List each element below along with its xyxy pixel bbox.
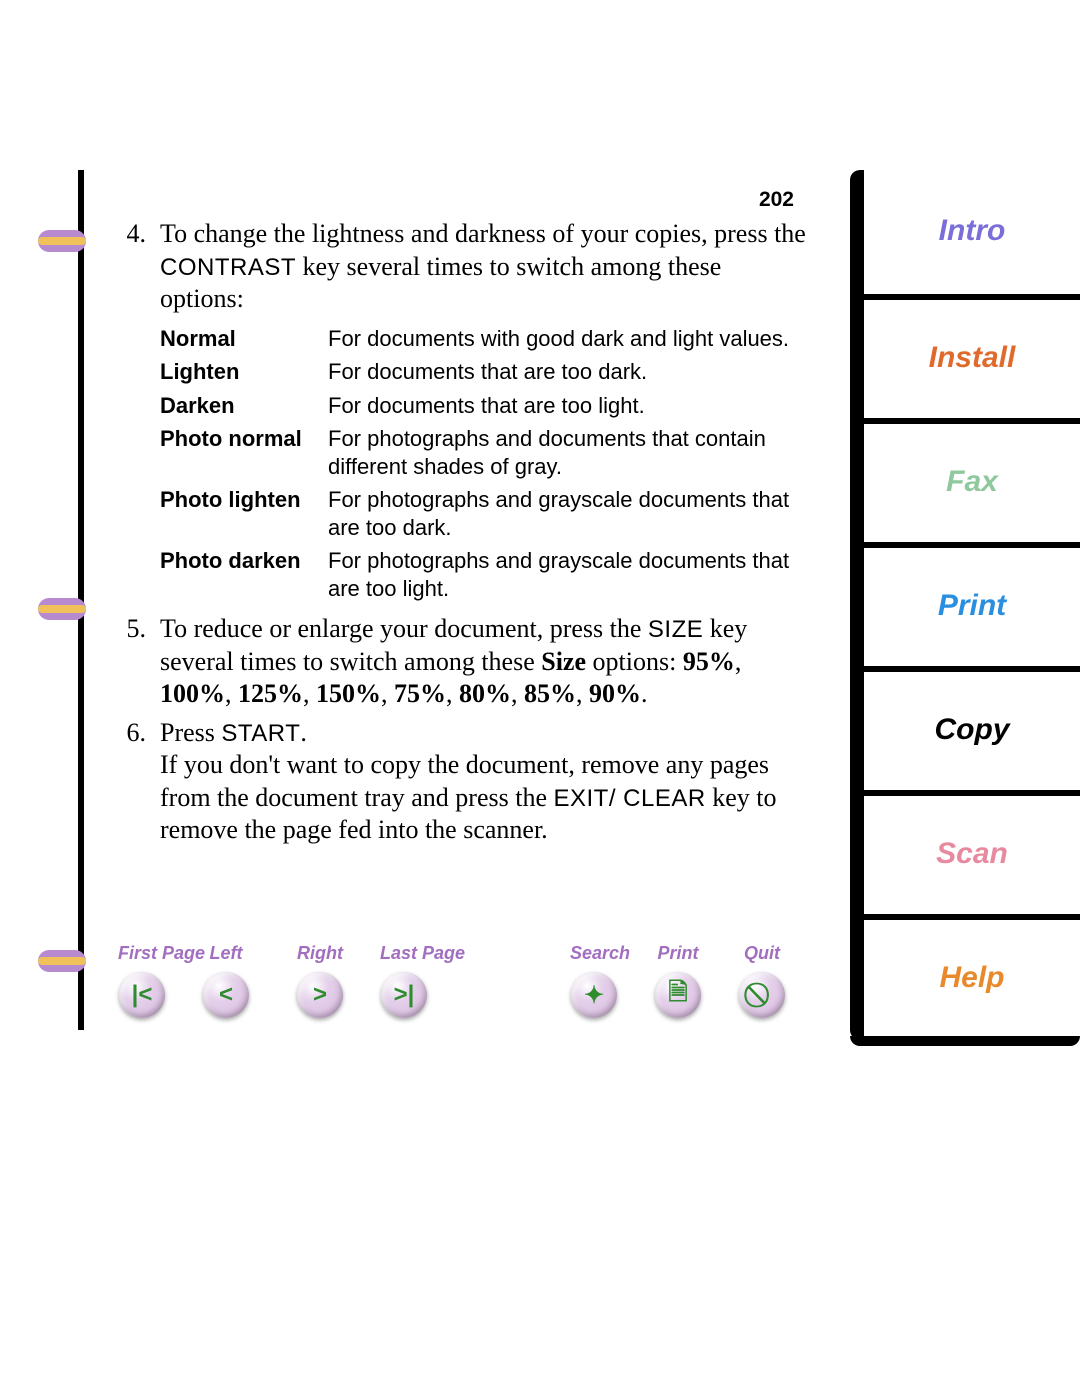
nav-search-button[interactable]: Search ✦ xyxy=(570,943,618,1018)
nav-group: Right > Last Page >| xyxy=(296,943,428,1018)
nav-button-label: Search xyxy=(570,943,618,964)
nav-button-label: Print xyxy=(654,943,702,964)
contrast-option-label: Photo normal xyxy=(160,422,328,483)
side-tab-intro[interactable]: Intro xyxy=(864,170,1080,292)
contrast-option-desc: For photographs and grayscale documents … xyxy=(328,544,800,605)
binder-ring xyxy=(38,950,86,972)
contrast-option-desc: For documents that are too dark. xyxy=(328,355,800,389)
contrast-option-row: DarkenFor documents that are too light. xyxy=(160,389,800,423)
contrast-option-row: Photo darkenFor photographs and grayscal… xyxy=(160,544,800,605)
page-content: 4. To change the lightness and darkness … xyxy=(100,218,806,853)
nav-left-button[interactable]: Left < xyxy=(202,943,250,1018)
contrast-option-row: Photo normalFor photographs and document… xyxy=(160,422,800,483)
contrast-option-label: Lighten xyxy=(160,355,328,389)
nav-button-icon: >| xyxy=(381,972,427,1018)
nav-button-label: Right xyxy=(296,943,344,964)
side-tab-fax[interactable]: Fax xyxy=(864,418,1080,540)
step-text: To reduce or enlarge your document, pres… xyxy=(160,613,806,711)
page-number: 202 xyxy=(759,188,794,212)
side-tab-help[interactable]: Help xyxy=(864,914,1080,1036)
step-5: 5. To reduce or enlarge your document, p… xyxy=(100,613,806,711)
contrast-option-desc: For documents with good dark and light v… xyxy=(328,322,800,356)
step-number: 6. xyxy=(100,717,160,750)
side-tab-copy[interactable]: Copy xyxy=(864,666,1080,788)
nav-button-icon: 🗎 xyxy=(655,972,701,1018)
side-tabs: IntroInstallFaxPrintCopyScanHelp xyxy=(850,170,1080,1040)
nav-button-icon: |< xyxy=(119,972,165,1018)
step-number: 5. xyxy=(100,613,160,646)
step-number: 4. xyxy=(100,218,160,251)
contrast-option-desc: For documents that are too light. xyxy=(328,389,800,423)
step-text: Press START. If you don't want to copy t… xyxy=(160,717,806,847)
nav-button-label: Left xyxy=(202,943,250,964)
nav-right-button[interactable]: Right > xyxy=(296,943,344,1018)
step-text: To change the lightness and darkness of … xyxy=(160,218,806,316)
nav-button-label: Quit xyxy=(738,943,786,964)
side-tab-print[interactable]: Print xyxy=(864,542,1080,664)
step-4: 4. To change the lightness and darkness … xyxy=(100,218,806,316)
contrast-option-label: Photo lighten xyxy=(160,483,328,544)
step-6: 6. Press START. If you don't want to cop… xyxy=(100,717,806,847)
contrast-option-label: Photo darken xyxy=(160,544,328,605)
contrast-option-desc: For photographs and documents that conta… xyxy=(328,422,800,483)
nav-group: Search ✦ Print 🗎 Quit⃠ xyxy=(570,943,786,1018)
side-tab-install[interactable]: Install xyxy=(864,294,1080,416)
contrast-option-label: Darken xyxy=(160,389,328,423)
contrast-option-desc: For photographs and grayscale documents … xyxy=(328,483,800,544)
contrast-options-table: NormalFor documents with good dark and l… xyxy=(160,322,800,606)
contrast-option-row: LightenFor documents that are too dark. xyxy=(160,355,800,389)
nav-button-label: First Page xyxy=(118,943,166,964)
nav-quit-button[interactable]: Quit⃠ xyxy=(738,943,786,1018)
nav-button-icon: ⃠ xyxy=(739,972,785,1018)
binder-ring xyxy=(38,230,86,252)
nav-button-icon: ✦ xyxy=(571,972,617,1018)
nav-first-page-button[interactable]: First Page |< xyxy=(118,943,166,1018)
binder-ring xyxy=(38,598,86,620)
nav-print-button[interactable]: Print 🗎 xyxy=(654,943,702,1018)
contrast-option-row: NormalFor documents with good dark and l… xyxy=(160,322,800,356)
contrast-option-row: Photo lightenFor photographs and graysca… xyxy=(160,483,800,544)
nav-last-page-button[interactable]: Last Page >| xyxy=(380,943,428,1018)
contrast-option-label: Normal xyxy=(160,322,328,356)
tab-strip-cap xyxy=(850,1036,1080,1046)
nav-button-label: Last Page xyxy=(380,943,428,964)
nav-button-icon: < xyxy=(203,972,249,1018)
nav-button-icon: > xyxy=(297,972,343,1018)
side-tab-scan[interactable]: Scan xyxy=(864,790,1080,912)
tab-strip-edge xyxy=(850,170,864,1040)
nav-group: First Page |< Left < xyxy=(118,943,250,1018)
